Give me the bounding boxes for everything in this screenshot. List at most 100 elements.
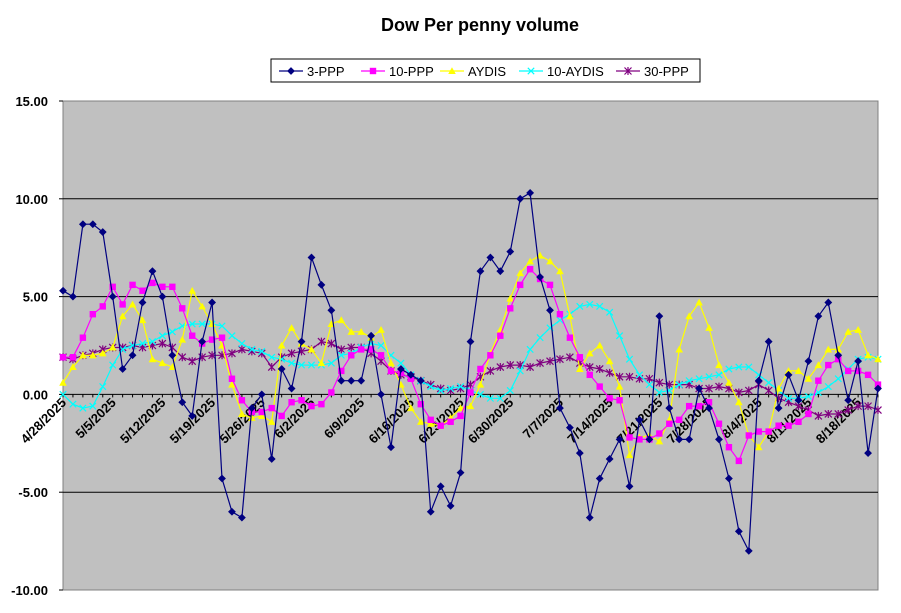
data-point-10-aydis — [69, 400, 77, 408]
data-point-aydis — [89, 351, 97, 359]
data-point-10-ppp — [656, 430, 663, 437]
data-point-aydis — [605, 357, 614, 365]
data-point-3-ppp — [108, 292, 117, 301]
legend-label: 3-PPP — [307, 64, 345, 79]
data-point-10-aydis — [99, 382, 107, 391]
data-point-3-ppp — [178, 398, 187, 407]
data-point-aydis — [79, 351, 87, 359]
data-point-10-ppp — [676, 416, 683, 424]
data-point-10-ppp — [606, 395, 613, 402]
data-point-10-aydis — [675, 380, 683, 389]
data-point-10-ppp — [407, 375, 415, 382]
data-point-aydis — [814, 361, 823, 369]
data-point-aydis — [168, 363, 177, 371]
data-point-30-ppp — [317, 337, 326, 346]
data-point-aydis — [685, 312, 693, 320]
y-tick-label: 15.00 — [15, 94, 48, 109]
data-point-10-ppp — [218, 334, 226, 341]
data-point-3-ppp — [208, 298, 216, 307]
data-point-10-aydis — [446, 384, 455, 393]
data-point-aydis — [417, 417, 425, 425]
data-point-3-ppp — [874, 384, 882, 393]
data-point-3-ppp — [486, 253, 495, 262]
data-point-3-ppp — [138, 298, 147, 307]
data-point-10-ppp — [99, 303, 106, 310]
data-point-aydis — [695, 298, 703, 306]
data-point-10-ppp — [427, 416, 434, 424]
data-point-3-ppp — [277, 365, 286, 373]
data-point-3-ppp — [754, 376, 763, 385]
data-point-10-ppp — [447, 418, 454, 425]
data-point-10-ppp — [119, 301, 126, 308]
data-point-aydis — [407, 404, 415, 412]
data-point-10-aydis — [705, 373, 713, 381]
data-point-3-ppp — [804, 357, 813, 366]
legend-item-30-ppp: 30-PPP — [616, 64, 689, 79]
data-point-aydis — [59, 378, 67, 386]
data-point-10-aydis — [496, 394, 504, 402]
data-point-30-ppp — [605, 368, 614, 377]
data-point-3-ppp — [377, 390, 385, 399]
data-point-3-ppp — [705, 404, 713, 412]
data-point-3-ppp — [575, 449, 584, 457]
data-point-aydis — [804, 374, 813, 382]
data-point-3-ppp — [387, 443, 395, 452]
data-point-3-ppp — [844, 396, 853, 405]
data-point-10-ppp — [109, 283, 116, 291]
data-point-aydis — [824, 345, 833, 353]
data-point-3-ppp — [546, 306, 554, 315]
data-point-30-ppp — [655, 378, 664, 387]
data-point-10-aydis — [248, 345, 256, 354]
data-point-10-ppp — [854, 367, 862, 375]
data-point-10-ppp — [685, 402, 693, 410]
data-point-aydis — [516, 269, 524, 277]
data-point-10-ppp — [338, 367, 345, 375]
data-point-10-ppp — [546, 281, 554, 289]
data-point-3-ppp — [685, 435, 694, 444]
data-point-3-ppp — [774, 404, 783, 412]
data-point-3-ppp — [357, 376, 366, 385]
data-point-30-ppp — [565, 353, 574, 362]
data-point-10-ppp — [238, 397, 246, 404]
data-point-aydis — [188, 286, 197, 294]
data-point-3-ppp — [247, 404, 256, 412]
data-point-3-ppp — [476, 267, 485, 276]
data-point-10-aydis — [765, 379, 773, 387]
data-point-10-aydis — [218, 322, 226, 330]
data-point-30-ppp — [496, 363, 505, 372]
data-point-10-aydis — [109, 361, 117, 369]
data-point-aydis — [705, 324, 713, 331]
data-point-10-ppp — [59, 354, 67, 361]
data-point-3-ppp — [307, 253, 316, 262]
data-point-10-aydis — [536, 334, 544, 342]
data-point-3-ppp — [824, 298, 833, 307]
data-point-aydis — [128, 300, 137, 308]
data-point-3-ppp — [744, 546, 753, 555]
data-point-30-ppp — [228, 349, 236, 358]
data-point-10-aydis — [606, 308, 614, 316]
data-point-30-ppp — [585, 363, 594, 372]
data-point-3-ppp — [257, 390, 266, 399]
data-point-aydis — [387, 359, 395, 367]
y-tick-label: 0.00 — [23, 387, 48, 402]
data-point-aydis — [148, 355, 157, 363]
data-point-10-aydis — [397, 359, 405, 367]
data-point-10-aydis — [377, 341, 385, 350]
legend-item-3-ppp: 3-PPP — [279, 64, 345, 79]
data-point-30-ppp — [595, 364, 604, 373]
data-point-30-ppp — [337, 345, 346, 354]
data-point-10-aydis — [59, 390, 67, 399]
data-point-10-aydis — [287, 359, 296, 367]
data-point-10-ppp — [89, 311, 97, 318]
data-point-30-ppp — [178, 353, 187, 362]
data-point-3-ppp — [317, 280, 326, 289]
y-tick-label: 10.00 — [15, 192, 48, 207]
data-point-30-ppp — [874, 406, 882, 415]
data-point-aydis — [655, 437, 664, 445]
data-point-3-ppp — [536, 273, 544, 281]
data-point-10-ppp — [387, 367, 395, 375]
data-point-10-ppp — [874, 381, 882, 388]
data-point-aydis — [735, 398, 743, 406]
data-point-10-ppp — [129, 281, 136, 289]
data-point-10-aydis — [427, 382, 435, 391]
